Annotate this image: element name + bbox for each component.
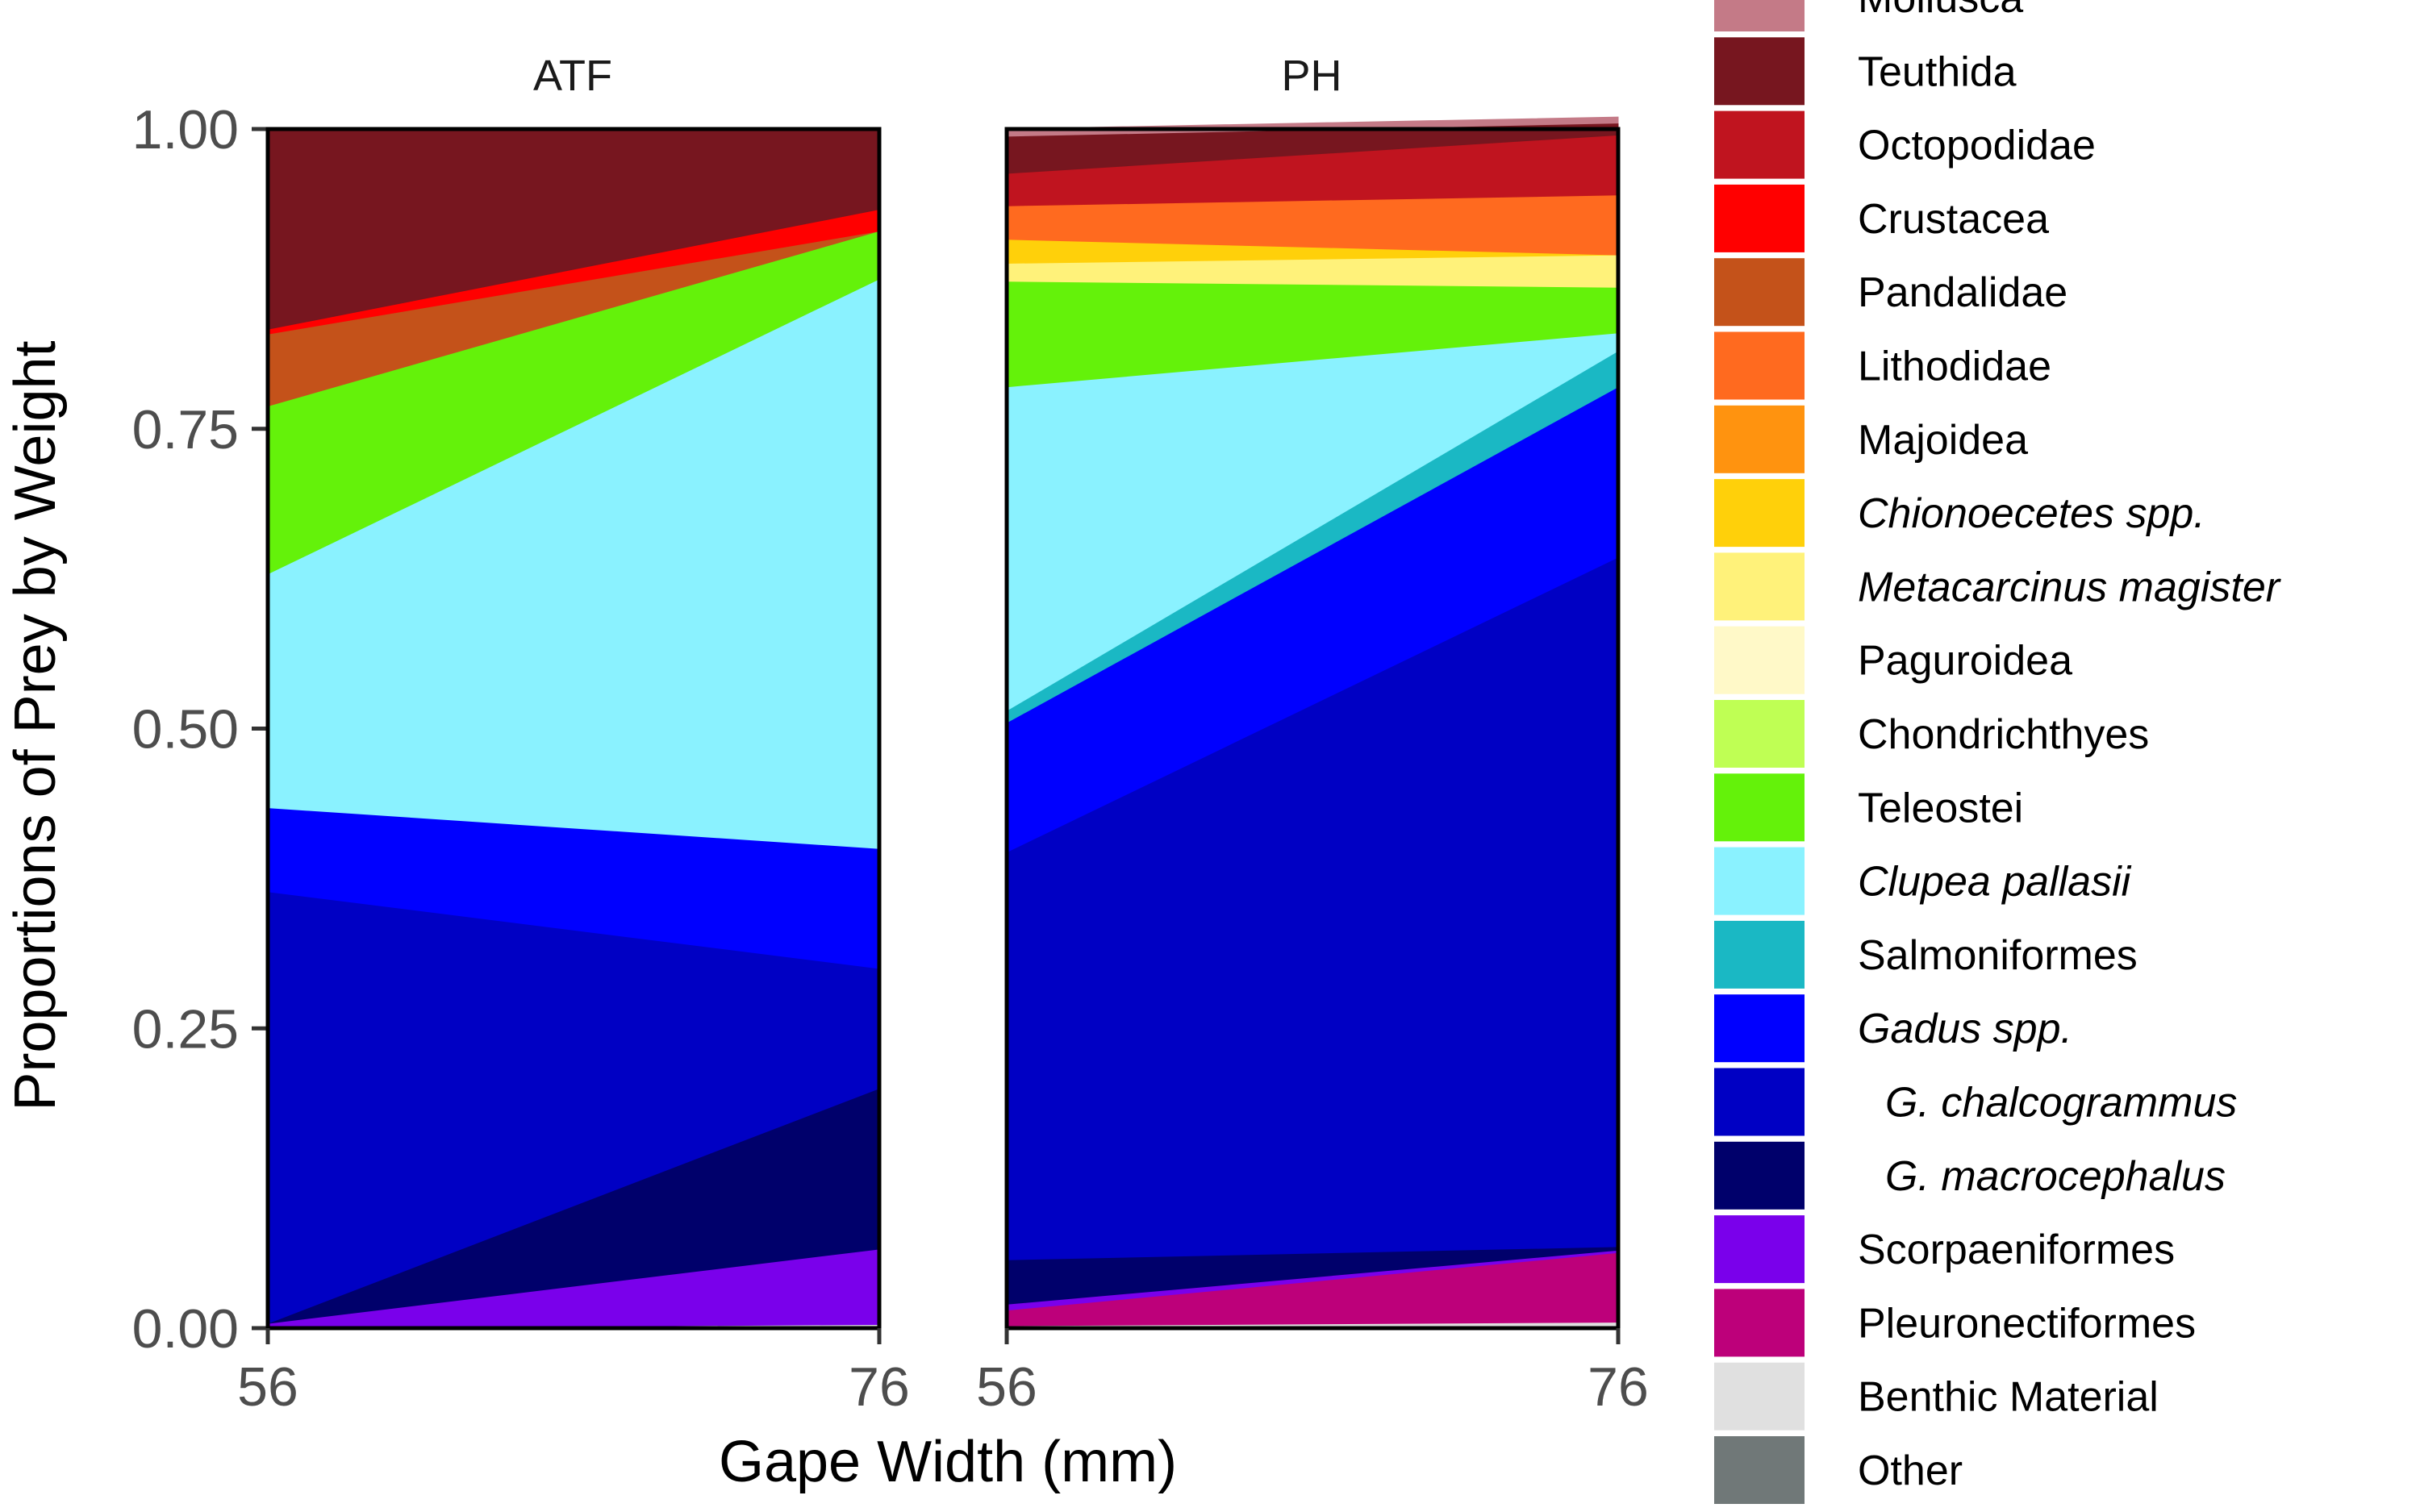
panel-atf: ATF 56 76 bbox=[237, 52, 910, 1418]
legend-label-chionoecetes: Chionoecetes spp. bbox=[1858, 490, 2205, 537]
legend-item-pandalidae: Pandalidae bbox=[1714, 258, 2067, 327]
legend-item-pleuronectiformes: Pleuronectiformes bbox=[1714, 1289, 2196, 1357]
legend-item-gadus: Gadus spp. bbox=[1714, 994, 2072, 1063]
legend-label-octopodidae: Octopodidae bbox=[1858, 123, 2096, 169]
legend-item-scorpaeniformes: Scorpaeniformes bbox=[1714, 1215, 2175, 1284]
legend-key-metacarcinus bbox=[1714, 552, 1805, 621]
legend: Mollusca Teuthida Octopodidae Crustacea Pand… bbox=[1714, 0, 2282, 1504]
legend-key-teuthida bbox=[1714, 37, 1805, 106]
legend-key-macrocephalus bbox=[1714, 1141, 1805, 1210]
legend-item-salmoniformes: Salmoniformes bbox=[1714, 920, 2138, 989]
legend-label-teuthida: Teuthida bbox=[1858, 48, 2017, 95]
legend-key-chionoecetes bbox=[1714, 479, 1805, 548]
legend-label-scorpaeniformes: Scorpaeniformes bbox=[1858, 1227, 2175, 1273]
legend-label-macrocephalus: G. macrocephalus bbox=[1885, 1153, 2226, 1200]
legend-label-paguroidea: Paguroidea bbox=[1858, 638, 2072, 685]
areas-ph bbox=[1006, 116, 1619, 1329]
legend-key-gadus bbox=[1714, 994, 1805, 1063]
y-tick-label: 0.00 bbox=[132, 1298, 239, 1360]
legend-key-chalcogrammus bbox=[1714, 1068, 1805, 1136]
legend-item-chondrichthyes: Chondrichthyes bbox=[1714, 700, 2149, 768]
legend-key-octopodidae bbox=[1714, 110, 1805, 179]
legend-item-teuthida: Teuthida bbox=[1714, 37, 2017, 106]
legend-key-pleuronectiformes bbox=[1714, 1289, 1805, 1357]
legend-item-mollusca: Mollusca bbox=[1714, 0, 2023, 31]
legend-label-crustacea: Crustacea bbox=[1858, 196, 2049, 243]
legend-label-majoidea: Majoidea bbox=[1858, 417, 2028, 464]
x-axis-title: Gape Width (mm) bbox=[719, 1430, 1177, 1494]
y-axis: 0.00 0.25 0.50 0.75 1.00 bbox=[132, 99, 268, 1360]
legend-item-paguroidea: Paguroidea bbox=[1714, 626, 2072, 694]
legend-item-majoidea: Majoidea bbox=[1714, 405, 2028, 473]
legend-key-clupea bbox=[1714, 847, 1805, 915]
panel-border-ph bbox=[1004, 127, 1621, 1331]
y-tick-label: 0.25 bbox=[132, 998, 239, 1060]
legend-key-crustacea bbox=[1714, 184, 1805, 252]
legend-key-other bbox=[1714, 1436, 1805, 1504]
legend-key-paguroidea bbox=[1714, 626, 1805, 694]
legend-item-chionoecetes: Chionoecetes spp. bbox=[1714, 479, 2205, 548]
legend-label-other: Other bbox=[1858, 1447, 1963, 1494]
panel-border-atf bbox=[265, 127, 882, 1331]
areas-atf bbox=[267, 128, 880, 1329]
legend-label-chondrichthyes: Chondrichthyes bbox=[1858, 711, 2149, 758]
legend-label-teleostei: Teleostei bbox=[1858, 785, 2023, 831]
y-axis-title: Proportions of Prey by Weight bbox=[3, 340, 68, 1110]
legend-label-chalcogrammus: G. chalcogrammus bbox=[1885, 1080, 2237, 1127]
legend-label-gadus: Gadus spp. bbox=[1858, 1006, 2072, 1052]
legend-item-macrocephalus: G. macrocephalus bbox=[1714, 1141, 2226, 1210]
x-tick-label: 56 bbox=[976, 1356, 1037, 1418]
legend-item-crustacea: Crustacea bbox=[1714, 184, 2049, 252]
legend-item-octopodidae: Octopodidae bbox=[1714, 110, 2096, 179]
panel-ph: PH 56 76 bbox=[976, 52, 1649, 1418]
y-tick-label: 1.00 bbox=[132, 99, 239, 160]
legend-key-scorpaeniformes bbox=[1714, 1215, 1805, 1284]
legend-label-pleuronectiformes: Pleuronectiformes bbox=[1858, 1300, 2196, 1347]
y-tick-label: 0.50 bbox=[132, 699, 239, 760]
x-tick-label: 76 bbox=[849, 1356, 910, 1418]
panel-title-atf: ATF bbox=[533, 52, 612, 100]
legend-item-metacarcinus: Metacarcinus magister bbox=[1714, 552, 2282, 621]
legend-item-other: Other bbox=[1714, 1436, 1963, 1504]
x-axis-atf: 56 76 bbox=[237, 1328, 910, 1418]
legend-label-metacarcinus: Metacarcinus magister bbox=[1858, 564, 2282, 610]
legend-label-salmoniformes: Salmoniformes bbox=[1858, 932, 2138, 979]
legend-item-teleostei: Teleostei bbox=[1714, 773, 2023, 842]
legend-key-majoidea bbox=[1714, 405, 1805, 473]
x-tick-label: 56 bbox=[237, 1356, 298, 1418]
x-axis-ph: 56 76 bbox=[976, 1328, 1649, 1418]
legend-key-teleostei bbox=[1714, 773, 1805, 842]
legend-item-chalcogrammus: G. chalcogrammus bbox=[1714, 1068, 2237, 1136]
panel-title-ph: PH bbox=[1281, 52, 1341, 100]
legend-item-lithodidae: Lithodidae bbox=[1714, 331, 2051, 400]
legend-key-chondrichthyes bbox=[1714, 700, 1805, 768]
legend-key-salmoniformes bbox=[1714, 920, 1805, 989]
legend-label-lithodidae: Lithodidae bbox=[1858, 344, 2051, 390]
legend-key-pandalidae bbox=[1714, 258, 1805, 327]
x-tick-label: 76 bbox=[1588, 1356, 1649, 1418]
legend-key-lithodidae bbox=[1714, 331, 1805, 400]
legend-label-pandalidae: Pandalidae bbox=[1858, 269, 2067, 316]
legend-label-benthic: Benthic Material bbox=[1858, 1374, 2159, 1421]
legend-label-clupea: Clupea pallasii bbox=[1858, 859, 2132, 906]
legend-label-mollusca: Mollusca bbox=[1858, 0, 2023, 22]
legend-item-benthic: Benthic Material bbox=[1714, 1362, 2159, 1431]
legend-key-mollusca bbox=[1714, 0, 1805, 31]
y-tick-label: 0.75 bbox=[132, 399, 239, 460]
legend-key-benthic bbox=[1714, 1362, 1805, 1431]
legend-item-clupea: Clupea pallasii bbox=[1714, 847, 2132, 915]
